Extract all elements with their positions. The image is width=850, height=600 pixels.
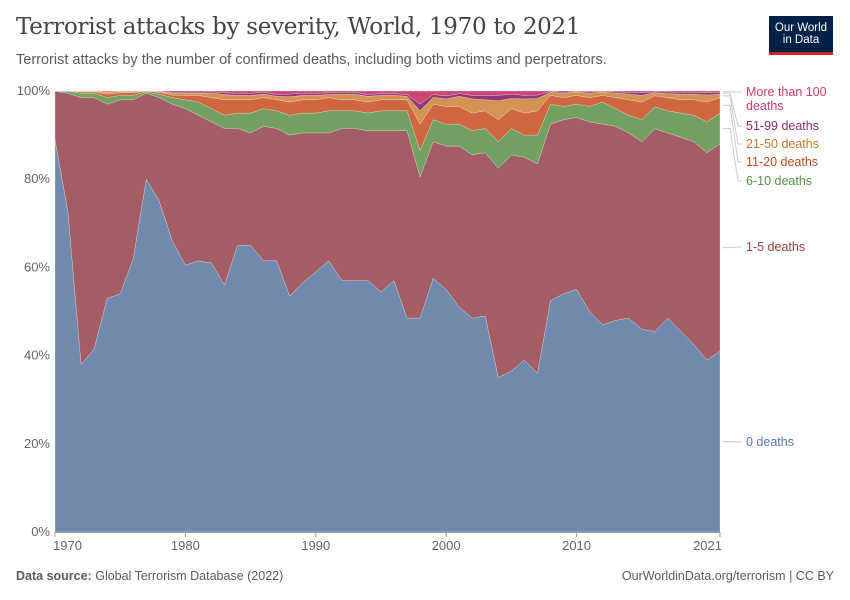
legend-label[interactable]: 51-99 deaths [746,119,819,133]
legend-label[interactable]: More than 100 [746,85,827,99]
axes: 0% 20% 40% 60% 80% 100% 1970 1980 1990 2000 2010 20… [17,83,722,553]
x-tick-label: 2010 [562,538,591,553]
legend-connector [723,95,742,145]
logo-line-2: in Data [782,34,820,46]
data-source: Data source: Global Terrorism Database (… [16,569,283,583]
chart-title: Terrorist attacks by severity, World, 19… [16,14,581,40]
legend-label[interactable]: 0 deaths [746,435,794,449]
y-tick-label: 20% [24,436,50,451]
area-series [54,90,721,533]
footer-attribution[interactable]: OurWorldinData.org/terrorism | CC BY [621,569,834,583]
x-tick-label: 2000 [432,538,461,553]
legend-label[interactable]: 6-10 deaths [746,174,812,188]
chart-subtitle: Terrorist attacks by the number of confi… [16,52,607,68]
data-source-text[interactable]: Global Terrorism Database (2022) [95,569,284,583]
legend-connector [723,128,742,182]
data-source-label: Data source: [16,569,92,583]
owid-logo[interactable]: Our World in Data [769,16,833,55]
legend-connector [723,104,742,163]
x-tick-label: 1980 [171,538,200,553]
legend-connector [723,246,742,249]
x-tick-label: 1970 [53,538,82,553]
legend-connector [723,92,742,127]
legend-label[interactable]: 1-5 deaths [746,240,805,254]
y-tick-label: 100% [17,83,51,98]
x-tick-label: 2021 [693,538,722,553]
y-tick-label: 0% [31,524,50,539]
area-more-than-100-deaths[interactable] [55,90,721,105]
y-tick-label: 60% [24,259,50,274]
y-tick-label: 40% [24,348,50,363]
legend-label[interactable]: 11-20 deaths [746,155,818,169]
x-tick-label: 1990 [301,538,330,553]
legend-label[interactable]: deaths [746,99,784,113]
y-tick-label: 80% [24,171,50,186]
legend: 0 deaths 1-5 deaths 6-10 deaths 11-20 death… [723,85,827,449]
legend-label[interactable]: 21-50 deaths [746,137,819,151]
logo-line-1: Our World [774,22,828,34]
